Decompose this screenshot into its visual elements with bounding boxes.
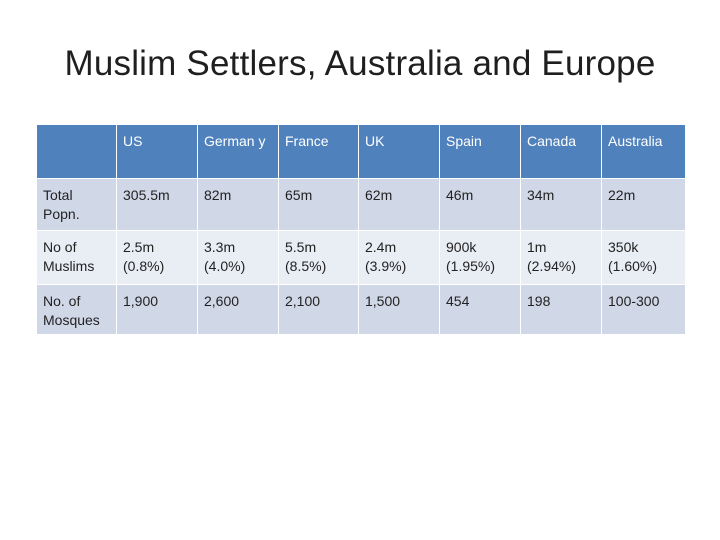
slide-title: Muslim Settlers, Australia and Europe	[64, 44, 656, 83]
column-header-canada: Canada	[520, 124, 602, 179]
table-cell: 2,100	[278, 284, 359, 335]
table-cell: 900k (1.95%)	[439, 230, 521, 285]
table-cell: 1,500	[358, 284, 440, 335]
table-cell: 1,900	[116, 284, 198, 335]
table-cell: 2.4m (3.9%)	[358, 230, 440, 285]
column-header-germany: German y	[197, 124, 279, 179]
table-row-muslim-population: No of Muslims 2.5m (0.8%) 3.3m (4.0%) 5.…	[36, 230, 686, 285]
table-cell: 2,600	[197, 284, 279, 335]
table-cell: 3.3m (4.0%)	[197, 230, 279, 285]
table-cell: 5.5m (8.5%)	[278, 230, 359, 285]
table-cell: 100-300	[601, 284, 686, 335]
table-cell: 350k (1.60%)	[601, 230, 686, 285]
table-cell: 62m	[358, 178, 440, 231]
table-header-row: US German y France UK Spain Canada Austr…	[36, 124, 686, 179]
table-cell: 65m	[278, 178, 359, 231]
column-header-uk: UK	[358, 124, 440, 179]
column-header-spain: Spain	[439, 124, 521, 179]
table-row-total-population: Total Popn. 305.5m 82m 65m 62m 46m 34m 2…	[36, 178, 686, 231]
header-corner-cell	[36, 124, 117, 179]
column-header-us: US	[116, 124, 198, 179]
table-cell: 46m	[439, 178, 521, 231]
row-label: No. of Mosques	[36, 284, 117, 335]
row-label: Total Popn.	[36, 178, 117, 231]
table-cell: 34m	[520, 178, 602, 231]
table-cell: 198	[520, 284, 602, 335]
column-header-australia: Australia	[601, 124, 686, 179]
table-cell: 22m	[601, 178, 686, 231]
table-cell: 454	[439, 284, 521, 335]
table-row-mosques: No. of Mosques 1,900 2,600 2,100 1,500 4…	[36, 284, 686, 335]
table-cell: 82m	[197, 178, 279, 231]
table-cell: 1m (2.94%)	[520, 230, 602, 285]
column-header-france: France	[278, 124, 359, 179]
table-cell: 305.5m	[116, 178, 198, 231]
statistics-table: US German y France UK Spain Canada Austr…	[36, 124, 686, 335]
table-cell: 2.5m (0.8%)	[116, 230, 198, 285]
row-label: No of Muslims	[36, 230, 117, 285]
